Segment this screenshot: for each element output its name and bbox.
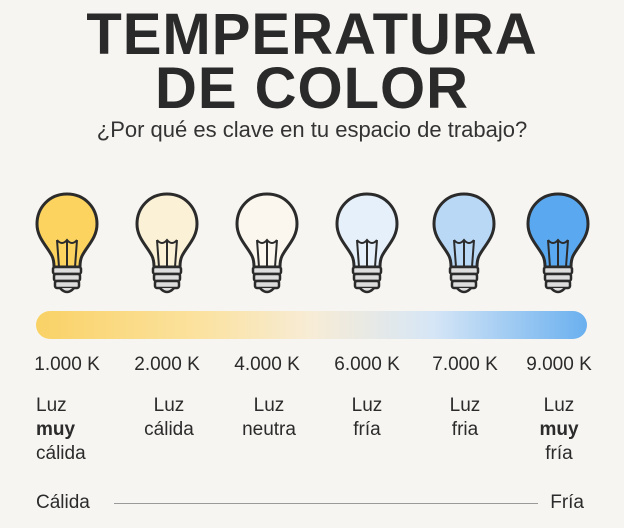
kelvin-label-4: 6.000 K bbox=[334, 354, 400, 375]
description-1-line2: muy bbox=[36, 419, 76, 440]
kelvin-label-2: 2.000 K bbox=[134, 354, 200, 375]
scale-line bbox=[114, 503, 538, 504]
description-2: Luz cálida bbox=[124, 394, 214, 442]
description-6-line2: muy bbox=[539, 419, 579, 440]
subtitle: ¿Por qué es clave en tu espacio de traba… bbox=[96, 117, 528, 142]
description-2-line1: Luz bbox=[153, 395, 185, 416]
description-1-line3: cálida bbox=[36, 443, 86, 464]
description-1-line1: Luz bbox=[36, 395, 67, 416]
title-line-2: DE COLOR bbox=[154, 56, 470, 121]
description-2-line2: cálida bbox=[144, 419, 194, 440]
bulb-icon-7000k bbox=[432, 192, 496, 294]
bulb-row bbox=[0, 190, 624, 300]
description-4-line1: Luz bbox=[351, 395, 383, 416]
description-4-line2: fría bbox=[353, 419, 381, 440]
description-6: Luz muy fría bbox=[514, 394, 604, 466]
description-3-line2: neutra bbox=[242, 419, 296, 440]
description-4: Luz fría bbox=[322, 394, 412, 442]
bulb-icon-9000k bbox=[526, 192, 590, 294]
description-1: Luz muy cálida bbox=[20, 394, 116, 466]
scale-label-cool: Fría bbox=[550, 492, 584, 513]
description-5-line1: Luz bbox=[449, 395, 481, 416]
kelvin-label-1: 1.000 K bbox=[34, 354, 100, 375]
scale-label-warm: Cálida bbox=[36, 492, 90, 513]
title-line-1: TEMPERATURA bbox=[86, 2, 538, 67]
bulb-icon-2000k bbox=[135, 192, 199, 294]
kelvin-label-5: 7.000 K bbox=[432, 354, 498, 375]
description-6-line1: Luz bbox=[543, 395, 575, 416]
kelvin-label-6: 9.000 K bbox=[526, 354, 592, 375]
description-3: Luz neutra bbox=[224, 394, 314, 442]
kelvin-label-3: 4.000 K bbox=[234, 354, 300, 375]
bulb-icon-6000k bbox=[335, 192, 399, 294]
bulb-icon-1000k bbox=[35, 192, 99, 294]
description-5: Luz fria bbox=[420, 394, 510, 442]
bulb-icon-4000k bbox=[235, 192, 299, 294]
description-3-line1: Luz bbox=[253, 395, 285, 416]
description-5-line2: fria bbox=[451, 419, 479, 440]
color-temperature-gradient-bar bbox=[36, 311, 587, 339]
description-6-line3: fría bbox=[545, 443, 573, 464]
